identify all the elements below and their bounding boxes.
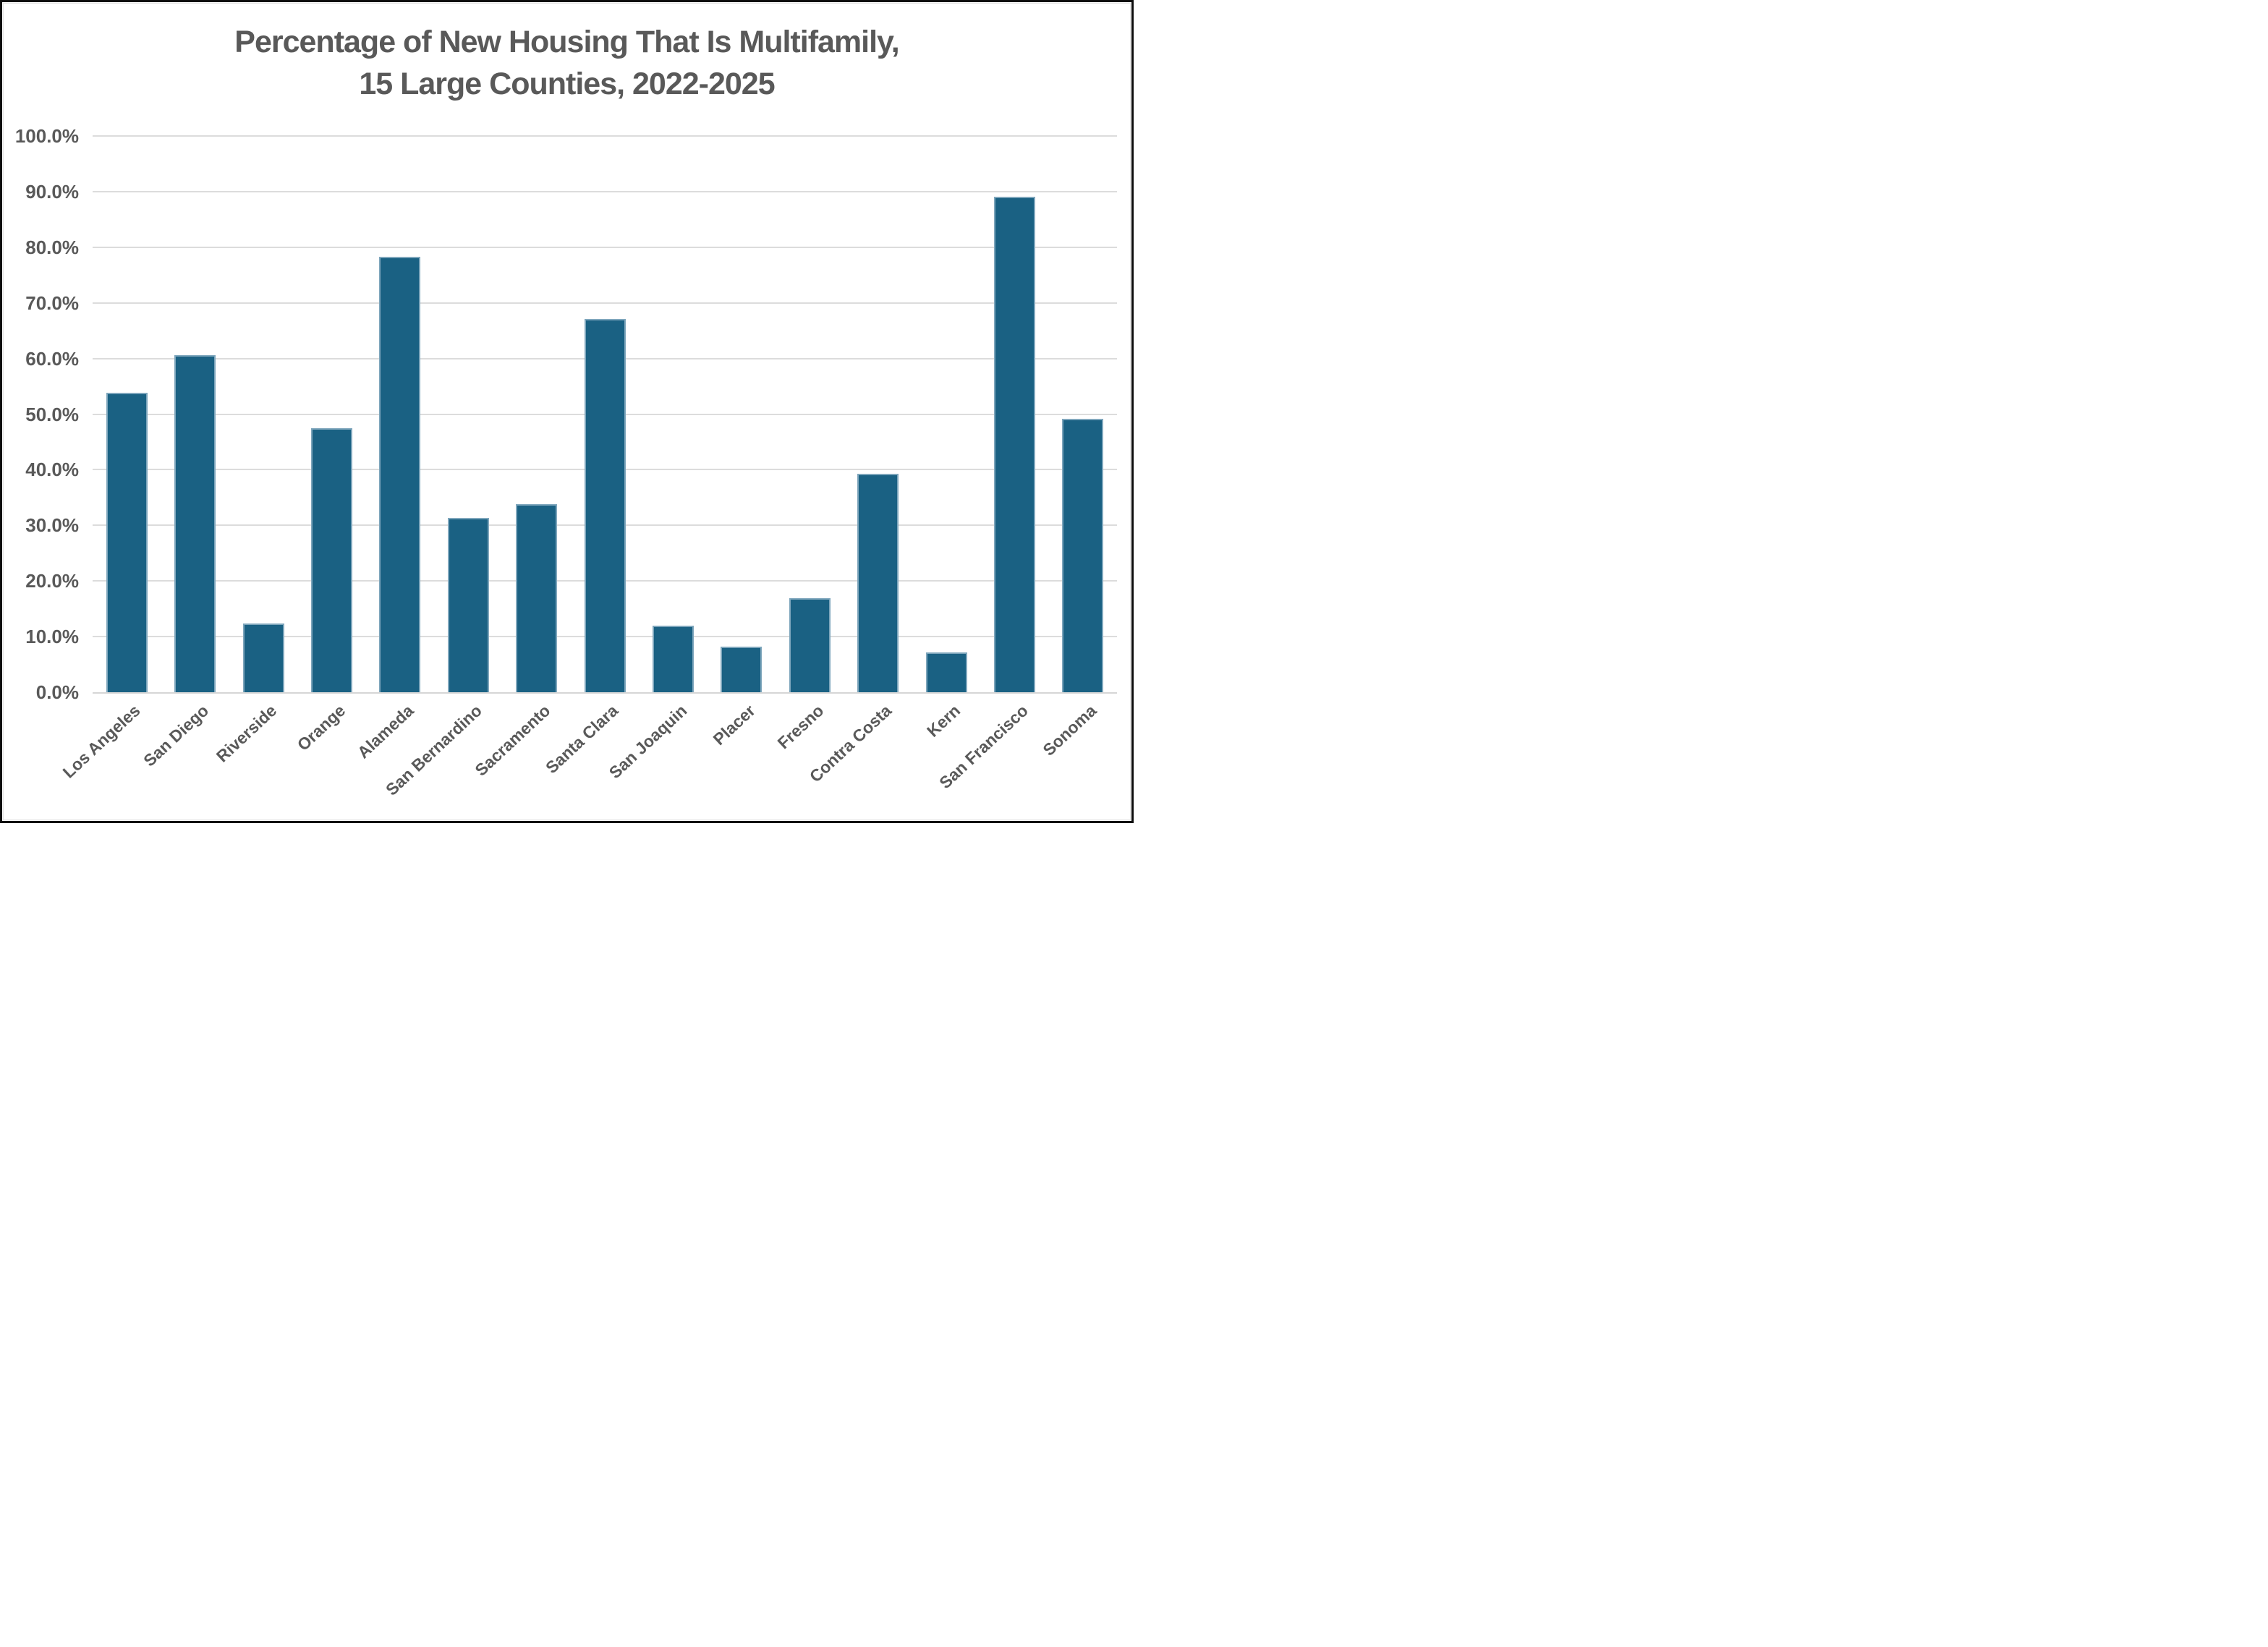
x-axis-label-fresno: Fresno xyxy=(773,701,827,753)
gridline-70 xyxy=(93,302,1117,304)
y-axis-label-90: 90.0% xyxy=(25,180,79,203)
y-axis-label-0: 0.0% xyxy=(35,681,79,703)
gridline-80 xyxy=(93,246,1117,248)
y-axis-label-10: 10.0% xyxy=(25,626,79,648)
gridline-90 xyxy=(93,190,1117,192)
x-axis-labels: Los Angeles San Diego Riverside Orange Alame… xyxy=(59,701,1117,817)
chart-canvas: { "page": { "background": "#ffffff", "ou… xyxy=(0,0,1134,823)
y-axis-label-50: 50.0% xyxy=(25,403,79,425)
y-axis-label-60: 60.0% xyxy=(25,347,79,370)
x-axis-label-placer: Placer xyxy=(709,701,759,749)
bar-kern xyxy=(925,652,967,692)
y-axis-label-80: 80.0% xyxy=(25,236,79,258)
bar-san-bernardino xyxy=(447,518,489,692)
plot-area xyxy=(93,135,1117,694)
x-axis-label-sonoma: Sonoma xyxy=(1039,701,1100,759)
y-axis-label-70: 70.0% xyxy=(25,291,79,314)
x-axis-label-san-diego: San Diego xyxy=(140,701,213,770)
bar-san-francisco xyxy=(993,196,1035,692)
bar-san-diego xyxy=(174,355,216,692)
x-axis-label-riverside: Riverside xyxy=(213,701,281,766)
y-axis-labels: 0.0% 10.0% 20.0% 30.0% 40.0% 50.0% 60.0% 70.0% 8… xyxy=(2,127,79,702)
bar-orange xyxy=(310,427,352,692)
bar-alameda xyxy=(379,256,421,692)
y-axis-label-40: 40.0% xyxy=(25,459,79,481)
bar-sonoma xyxy=(1062,418,1104,692)
x-axis-label-alameda: Alameda xyxy=(353,701,417,762)
y-axis-label-30: 30.0% xyxy=(25,514,79,537)
chart-title-line-1: Percentage of New Housing That Is Multif… xyxy=(234,25,899,59)
bar-contra-costa xyxy=(857,473,899,692)
bar-riverside xyxy=(242,623,284,692)
bar-san-joaquin xyxy=(652,625,694,692)
bar-los-angeles xyxy=(106,392,148,692)
y-axis-label-100: 100.0% xyxy=(14,125,79,147)
bar-fresno xyxy=(789,598,831,692)
x-axis-label-los-angeles: Los Angeles xyxy=(59,701,144,782)
x-axis-label-orange: Orange xyxy=(293,701,349,754)
y-axis-label-20: 20.0% xyxy=(25,570,79,592)
chart-title-line-2: 15 Large Counties, 2022-2025 xyxy=(359,67,775,102)
chart-title: Percentage of New Housing That Is Multif… xyxy=(2,21,1131,105)
gridline-100 xyxy=(93,135,1117,137)
bar-sacramento xyxy=(516,504,558,692)
x-axis-label-kern: Kern xyxy=(922,701,964,741)
bar-placer xyxy=(721,646,763,692)
bar-santa-clara xyxy=(584,319,626,692)
